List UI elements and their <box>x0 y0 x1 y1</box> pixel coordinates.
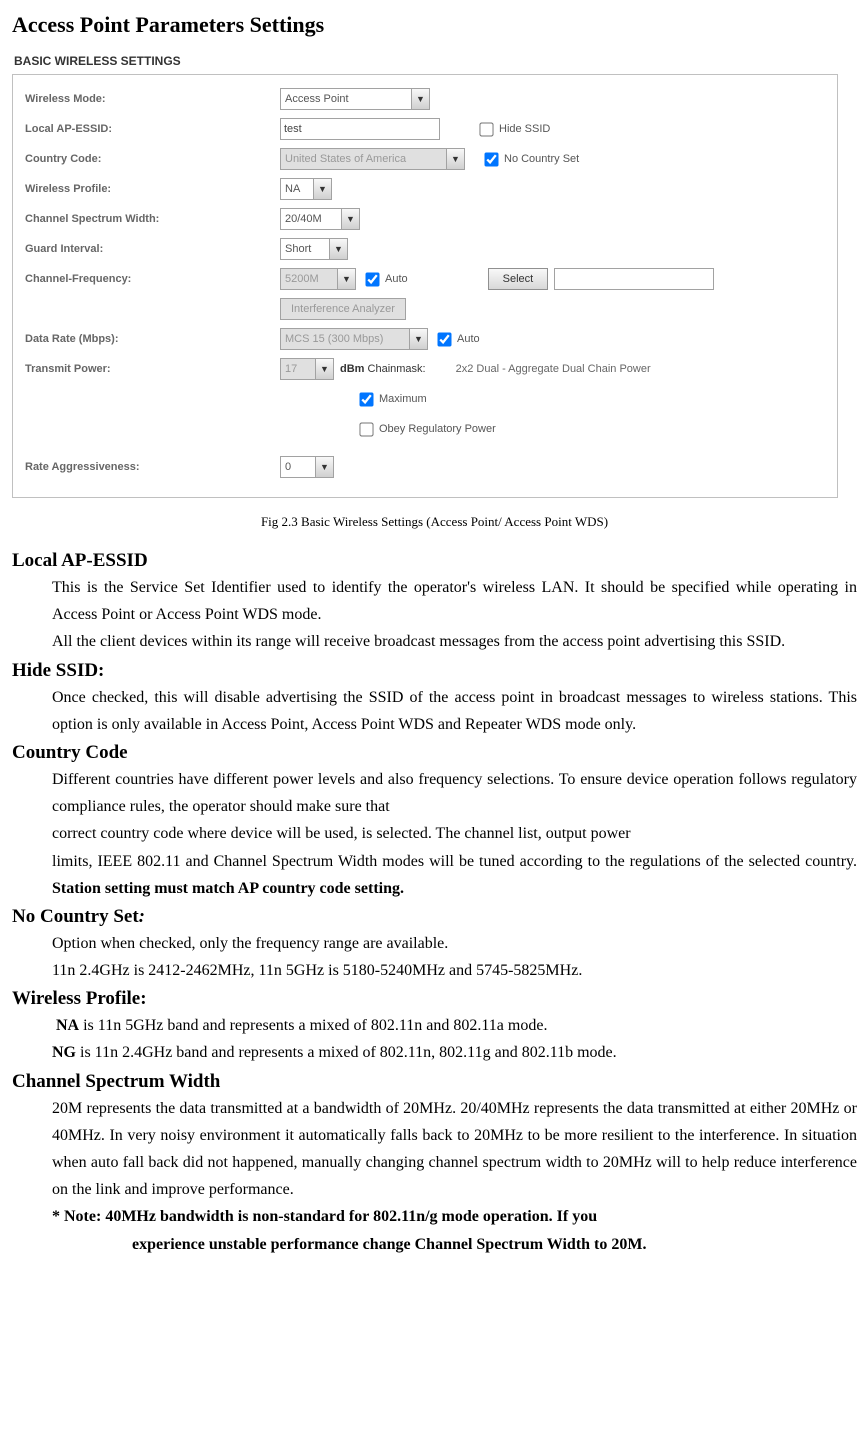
panel-heading: BASIC WIRELESS SETTINGS <box>14 54 857 68</box>
def-channel-spectrum-width-note2: experience unstable performance change C… <box>132 1231 857 1258</box>
obey-regulatory-checkbox[interactable] <box>359 422 373 436</box>
chevron-down-icon: ▼ <box>315 359 333 379</box>
rate-aggressiveness-label: Rate Aggressiveness: <box>25 461 280 473</box>
transmit-power-label: Transmit Power: <box>25 363 280 375</box>
def-wireless-profile-ng: NG is 11n 2.4GHz band and represents a m… <box>52 1039 857 1066</box>
def-local-ap-essid-p2: All the client devices within its range … <box>52 628 857 655</box>
def-local-ap-essid-p1: This is the Service Set Identifier used … <box>52 574 857 628</box>
row-wireless-profile: Wireless Profile: NA ▼ <box>25 175 825 203</box>
channel-spectrum-width-select[interactable]: 20/40M ▼ <box>280 208 360 230</box>
maximum-label: Maximum <box>379 393 427 405</box>
wireless-mode-label: Wireless Mode: <box>25 93 280 105</box>
guard-interval-label: Guard Interval: <box>25 243 280 255</box>
row-guard-interval: Guard Interval: Short ▼ <box>25 235 825 263</box>
transmit-power-select-value: 17 <box>281 359 315 379</box>
def-channel-spectrum-width-title: Channel Spectrum Width <box>12 1071 857 1093</box>
rate-aggressiveness-select[interactable]: 0 ▼ <box>280 456 334 478</box>
chevron-down-icon: ▼ <box>315 457 333 477</box>
rate-aggressiveness-select-value: 0 <box>281 457 315 477</box>
guard-interval-select-value: Short <box>281 239 329 259</box>
data-rate-label: Data Rate (Mbps): <box>25 333 280 345</box>
chevron-down-icon: ▼ <box>409 329 427 349</box>
row-maximum: Maximum <box>25 385 825 413</box>
data-rate-auto-label: Auto <box>457 333 480 345</box>
row-local-ap-essid: Local AP-ESSID: Hide SSID <box>25 115 825 143</box>
chevron-down-icon: ▼ <box>411 89 429 109</box>
def-channel-spectrum-width-note1: * Note: 40MHz bandwidth is non-standard … <box>52 1203 857 1230</box>
row-interference-analyzer: Interference Analyzer <box>25 295 825 323</box>
row-rate-aggressiveness: Rate Aggressiveness: 0 ▼ <box>25 453 825 481</box>
def-no-country-set-p1: Option when checked, only the frequency … <box>52 930 857 957</box>
basic-wireless-settings-panel: Wireless Mode: Access Point ▼ Local AP-E… <box>12 74 838 498</box>
chevron-down-icon: ▼ <box>341 209 359 229</box>
def-country-code-p2: correct country code where device will b… <box>52 820 857 847</box>
def-hide-ssid-title: Hide SSID: <box>12 660 857 682</box>
channel-frequency-auto-checkbox[interactable] <box>365 272 379 286</box>
no-country-set-label: No Country Set <box>504 153 579 165</box>
select-button[interactable]: Select <box>488 268 549 290</box>
maximum-checkbox[interactable] <box>359 392 373 406</box>
transmit-power-chainmask-value: 2x2 Dual - Aggregate Dual Chain Power <box>456 363 651 375</box>
row-country-code: Country Code: United States of America ▼… <box>25 145 825 173</box>
chevron-down-icon: ▼ <box>329 239 347 259</box>
no-country-set-checkbox[interactable] <box>484 152 498 166</box>
row-obey-regulatory: Obey Regulatory Power <box>25 415 825 443</box>
transmit-power-chainmask-label: Chainmask: <box>368 363 426 375</box>
def-hide-ssid-p1: Once checked, this will disable advertis… <box>52 684 857 738</box>
data-rate-select: MCS 15 (300 Mbps) ▼ <box>280 328 428 350</box>
row-data-rate: Data Rate (Mbps): MCS 15 (300 Mbps) ▼ Au… <box>25 325 825 353</box>
channel-spectrum-width-label: Channel Spectrum Width: <box>25 213 280 225</box>
def-country-code-p1: Different countries have different power… <box>52 766 857 820</box>
row-wireless-mode: Wireless Mode: Access Point ▼ <box>25 85 825 113</box>
def-channel-spectrum-width-p1: 20M represents the data transmitted at a… <box>52 1095 857 1204</box>
chevron-down-icon: ▼ <box>337 269 355 289</box>
def-country-code-title: Country Code <box>12 742 857 764</box>
transmit-power-dbm-label: dBm <box>340 363 364 375</box>
wireless-profile-select[interactable]: NA ▼ <box>280 178 332 200</box>
channel-frequency-select: 5200M ▼ <box>280 268 356 290</box>
data-rate-auto-checkbox[interactable] <box>437 332 451 346</box>
local-ap-essid-label: Local AP-ESSID: <box>25 123 280 135</box>
channel-frequency-label: Channel-Frequency: <box>25 273 280 285</box>
hide-ssid-checkbox[interactable] <box>479 122 493 136</box>
wireless-profile-select-value: NA <box>281 179 313 199</box>
channel-frequency-auto-label: Auto <box>385 273 408 285</box>
interference-analyzer-button: Interference Analyzer <box>280 298 406 320</box>
wireless-mode-select[interactable]: Access Point ▼ <box>280 88 430 110</box>
row-transmit-power: Transmit Power: 17 ▼ dBm Chainmask: 2x2 … <box>25 355 825 383</box>
def-wireless-profile-title: Wireless Profile: <box>12 988 857 1010</box>
wireless-profile-label: Wireless Profile: <box>25 183 280 195</box>
wireless-mode-select-value: Access Point <box>281 89 411 109</box>
chevron-down-icon: ▼ <box>313 179 331 199</box>
def-wireless-profile-na: NA is 11n 5GHz band and represents a mix… <box>56 1012 857 1039</box>
obey-regulatory-label: Obey Regulatory Power <box>379 423 496 435</box>
guard-interval-select[interactable]: Short ▼ <box>280 238 348 260</box>
def-no-country-set-p2: 11n 2.4GHz is 2412-2462MHz, 11n 5GHz is … <box>52 957 857 984</box>
row-channel-frequency: Channel-Frequency: 5200M ▼ Auto Select <box>25 265 825 293</box>
def-no-country-set-title: No Country Set: <box>12 906 857 928</box>
country-code-label: Country Code: <box>25 153 280 165</box>
channel-frequency-select-value: 5200M <box>281 269 337 289</box>
row-channel-spectrum-width: Channel Spectrum Width: 20/40M ▼ <box>25 205 825 233</box>
figure-caption: Fig 2.3 Basic Wireless Settings (Access … <box>12 514 857 530</box>
transmit-power-select: 17 ▼ <box>280 358 334 380</box>
def-local-ap-essid-title: Local AP-ESSID <box>12 550 857 572</box>
def-country-code-p3: limits, IEEE 802.11 and Channel Spectrum… <box>52 848 857 902</box>
channel-frequency-input[interactable] <box>554 268 714 290</box>
channel-spectrum-width-select-value: 20/40M <box>281 209 341 229</box>
chevron-down-icon: ▼ <box>446 149 464 169</box>
page-title: Access Point Parameters Settings <box>12 12 857 38</box>
local-ap-essid-input[interactable] <box>280 118 440 140</box>
country-code-select-value: United States of America <box>281 149 446 169</box>
data-rate-select-value: MCS 15 (300 Mbps) <box>281 329 409 349</box>
hide-ssid-checkbox-label: Hide SSID <box>499 123 550 135</box>
country-code-select: United States of America ▼ <box>280 148 465 170</box>
